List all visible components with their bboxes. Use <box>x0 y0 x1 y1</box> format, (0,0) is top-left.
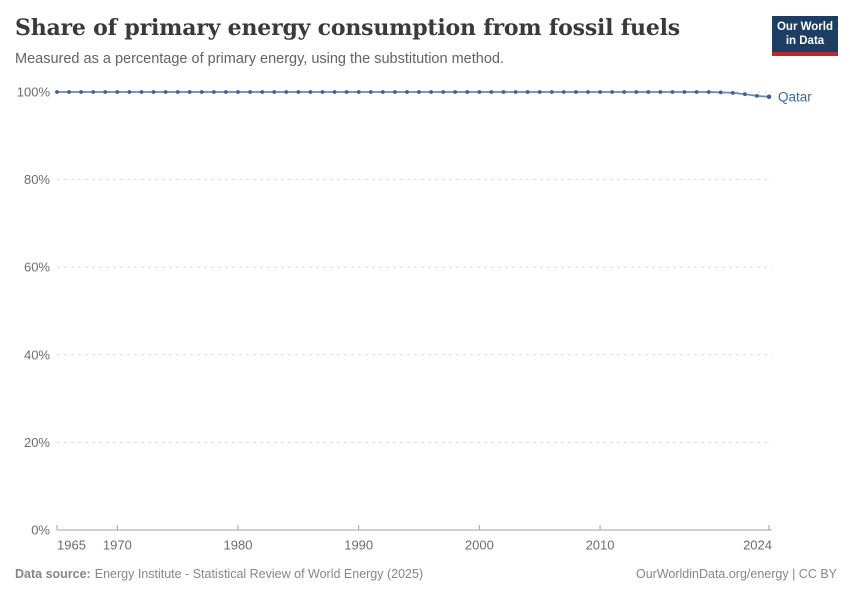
data-point <box>380 90 385 94</box>
owid-logo-line1: Our World <box>776 21 833 33</box>
x-tick-label: 1965 <box>57 538 86 553</box>
data-point <box>368 90 373 94</box>
data-point <box>766 94 772 100</box>
data-point <box>574 90 578 94</box>
data-point <box>163 90 168 94</box>
data-point <box>405 90 409 94</box>
data-point <box>67 90 71 94</box>
data-point <box>549 90 554 94</box>
data-point <box>356 90 361 94</box>
data-point <box>344 90 349 94</box>
chart-title: Share of primary energy consumption from… <box>15 15 680 41</box>
data-point <box>610 90 614 94</box>
chart-subtitle: Measured as a percentage of primary ener… <box>15 51 504 67</box>
x-tick-label: 2010 <box>586 538 615 553</box>
data-point <box>694 90 699 94</box>
data-point <box>429 90 433 94</box>
data-source: Data source: Energy Institute - Statistic… <box>15 567 423 581</box>
data-point <box>151 90 156 94</box>
y-tick-label: 80% <box>24 172 50 187</box>
data-line <box>56 91 770 98</box>
data-point <box>441 90 446 94</box>
data-point <box>755 94 759 98</box>
data-point <box>296 90 301 94</box>
data-point <box>706 90 711 94</box>
series-end-label: Qatar <box>778 89 812 104</box>
data-point <box>622 90 627 94</box>
data-point <box>634 90 639 94</box>
x-tick-label: 2000 <box>465 538 494 553</box>
x-tick-label: 1980 <box>224 538 253 553</box>
y-tick-label: 60% <box>24 260 50 275</box>
y-tick-label: 0% <box>31 523 50 538</box>
data-point <box>308 90 313 94</box>
data-point <box>682 90 687 94</box>
data-point <box>320 90 325 94</box>
data-point <box>537 90 542 94</box>
owid-logo: Our World in Data <box>772 16 838 56</box>
data-point <box>501 90 506 94</box>
data-point <box>646 90 651 94</box>
data-point <box>199 90 204 94</box>
data-point <box>224 90 228 94</box>
chart-footer: Data source: Energy Institute - Statistic… <box>15 567 837 581</box>
data-point <box>332 90 337 94</box>
data-point <box>598 90 602 94</box>
owid-logo-line2: in Data <box>785 35 825 48</box>
data-point <box>718 90 723 95</box>
data-point <box>586 90 590 94</box>
data-point <box>248 90 253 94</box>
data-point <box>525 90 530 94</box>
data-point <box>127 90 132 94</box>
data-point <box>212 90 216 94</box>
x-tick-label: 1990 <box>344 538 373 553</box>
data-point <box>658 90 663 94</box>
data-source-text: Energy Institute - Statistical Review of… <box>94 567 424 581</box>
footer-link-text: OurWorldinData.org/energy | CC BY <box>635 567 837 581</box>
data-point <box>175 90 180 94</box>
data-point <box>55 90 59 94</box>
data-point <box>236 90 240 94</box>
y-tick-label: 100% <box>17 85 51 100</box>
data-point <box>115 90 120 94</box>
data-point <box>743 92 747 97</box>
data-point <box>139 90 144 94</box>
data-point <box>284 90 289 94</box>
data-point <box>272 90 277 94</box>
x-tick-label: 1970 <box>103 538 132 553</box>
data-point <box>260 90 265 94</box>
data-point <box>477 90 482 94</box>
data-point <box>730 91 735 95</box>
data-point <box>513 90 518 94</box>
data-point <box>417 90 421 94</box>
data-point <box>489 90 494 94</box>
data-point <box>465 90 470 94</box>
x-tick-label: 2024 <box>743 538 772 553</box>
data-point <box>79 90 83 94</box>
data-point <box>187 90 192 94</box>
data-point <box>670 90 675 94</box>
data-point <box>453 90 458 94</box>
y-tick-label: 20% <box>24 435 50 450</box>
data-point <box>91 90 96 94</box>
data-source-label: Data source: <box>15 567 91 581</box>
y-tick-label: 40% <box>24 347 50 362</box>
data-point <box>393 90 397 94</box>
data-point <box>561 90 566 94</box>
data-point <box>103 90 108 94</box>
